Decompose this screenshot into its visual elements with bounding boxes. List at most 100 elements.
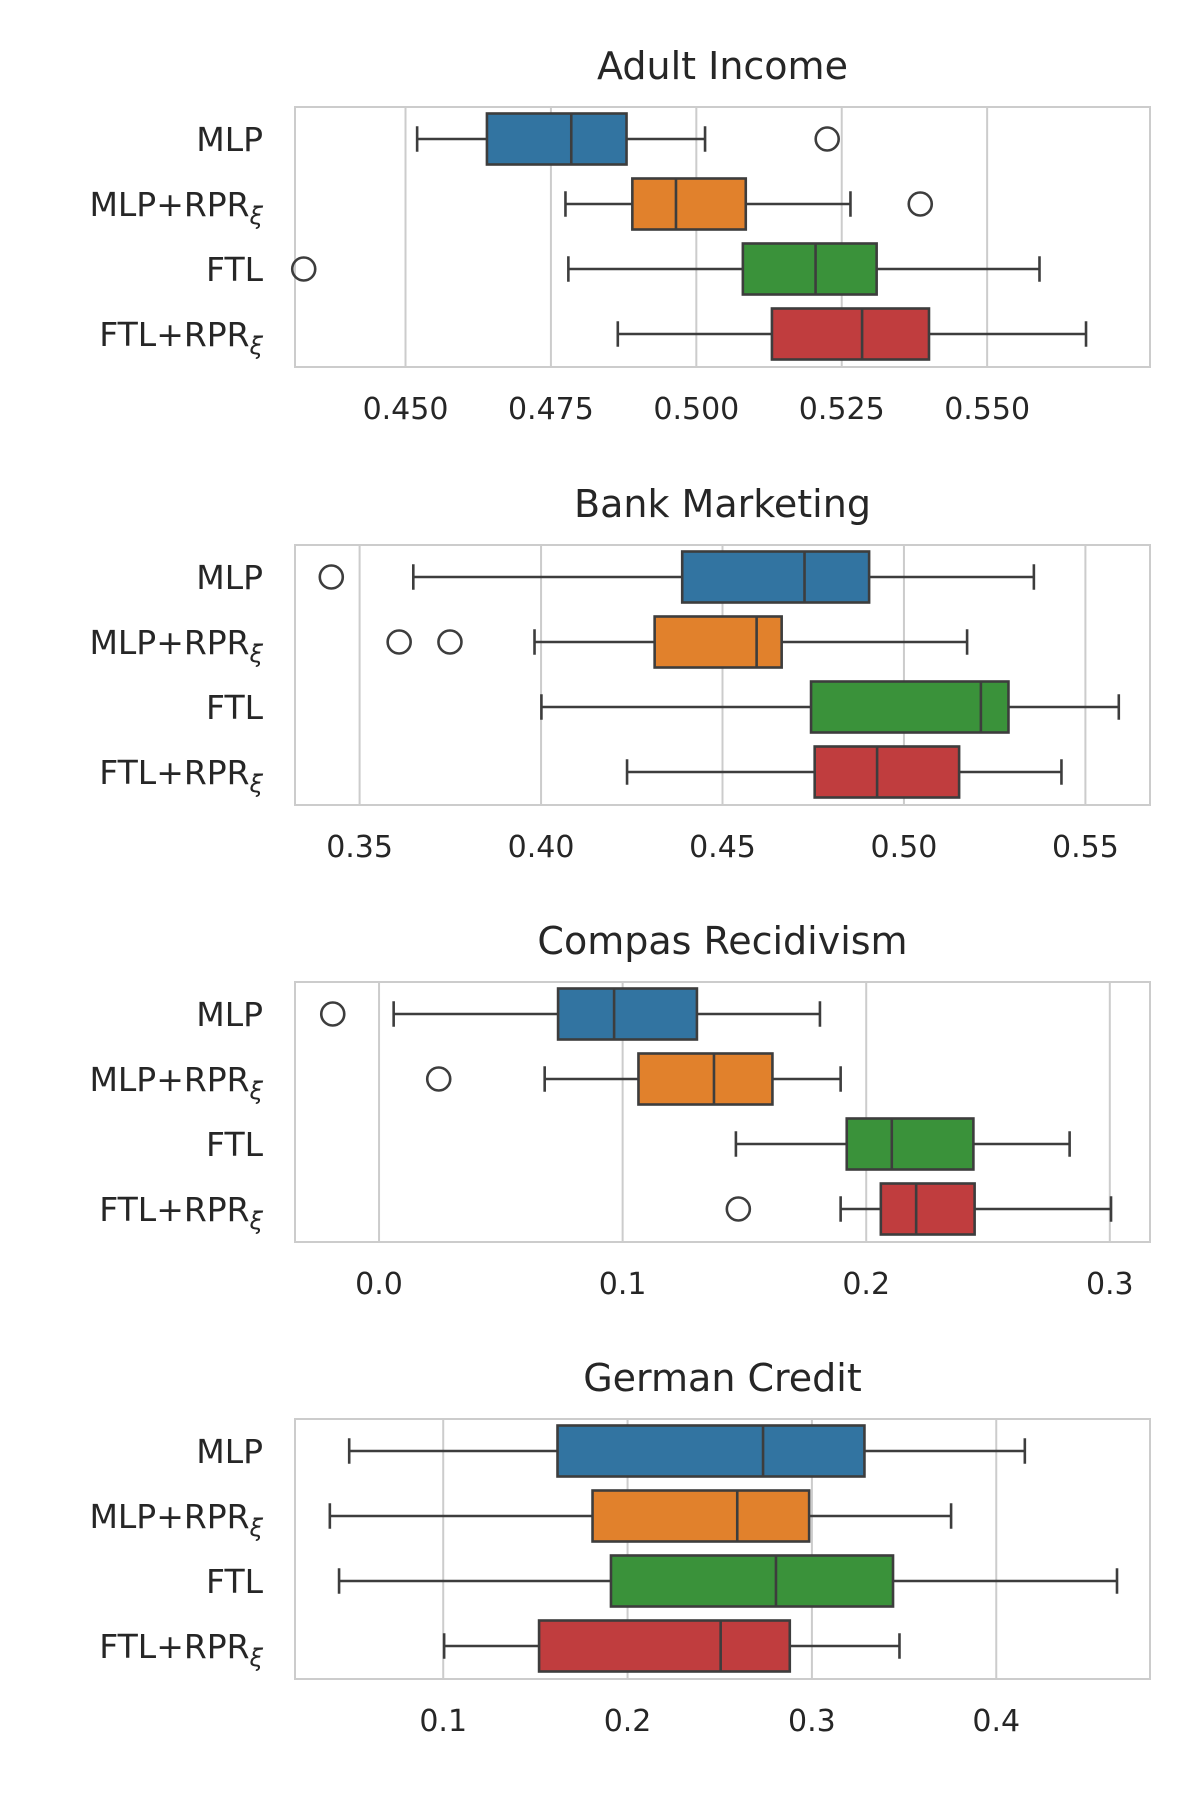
iqr-box (485, 112, 628, 166)
category-label: FTL+RPRξ (99, 753, 263, 798)
category-label-subscript: ξ (249, 770, 264, 798)
box-row: FTL (206, 1554, 1119, 1608)
category-label-text: FTL (206, 1562, 264, 1601)
iqr-box (653, 615, 783, 669)
plot-frame (294, 106, 1151, 368)
category-label-text: MLP+RPR (89, 623, 249, 662)
x-tick-label: 0.45 (689, 830, 756, 865)
iqr-box (879, 1182, 976, 1236)
iqr-box (741, 242, 878, 296)
category-label: FTL+RPRξ (99, 1627, 263, 1672)
box-row: MLP (196, 112, 840, 166)
category-label-text: MLP (196, 558, 263, 597)
category-label: MLP (196, 1432, 263, 1471)
panel-0: Adult Income 0.450 0.475 0.500 0.525 0.550 MLP… (89, 44, 1151, 427)
x-tick-label: 0.0 (355, 1267, 403, 1302)
iqr-box (609, 1554, 895, 1608)
box-row: MLP (196, 1424, 1027, 1478)
category-label: FTL (206, 250, 264, 289)
x-tick-label: 0.550 (944, 392, 1030, 427)
x-tick-label: 0.450 (363, 392, 449, 427)
x-tick-label: 0.525 (799, 392, 885, 427)
outlier-point (319, 1001, 346, 1027)
category-label-text: MLP (196, 1432, 263, 1471)
box-row: MLP+RPRξ (89, 1052, 842, 1106)
iqr-box (845, 1117, 975, 1171)
x-tick-label: 0.2 (842, 1267, 890, 1302)
category-label-text: FTL (206, 688, 264, 727)
category-label-text: FTL+RPR (99, 753, 249, 792)
category-label-text: FTL+RPR (99, 1190, 249, 1229)
iqr-box (631, 177, 748, 231)
category-label-text: MLP (196, 120, 263, 159)
iqr-box (809, 680, 1010, 734)
category-label: FTL (206, 1562, 264, 1601)
category-label: MLP (196, 558, 263, 597)
panel-title: German Credit (583, 1356, 862, 1400)
x-tick-label: 0.500 (653, 392, 739, 427)
category-label: MLP+RPRξ (89, 185, 263, 230)
category-label-text: MLP+RPR (89, 1497, 249, 1536)
outlier-point (386, 629, 412, 655)
iqr-box (770, 307, 931, 361)
panel-title: Compas Recidivism (537, 919, 907, 963)
box-row: MLP+RPRξ (89, 615, 969, 669)
box-row: FTL (206, 680, 1121, 734)
category-label-text: MLP (196, 995, 263, 1034)
category-label-text: FTL+RPR (99, 315, 249, 354)
panel-title: Bank Marketing (574, 482, 871, 526)
plot-frame (294, 981, 1151, 1243)
plot-frame (294, 1418, 1151, 1680)
category-label: FTL (206, 1125, 264, 1164)
category-label: MLP (196, 995, 263, 1034)
category-label: FTL+RPRξ (99, 1190, 263, 1235)
outlier-point (318, 564, 345, 590)
outlier-point (725, 1196, 752, 1222)
category-label-subscript: ξ (249, 1514, 264, 1542)
x-tick-label: 0.50 (871, 830, 938, 865)
category-label-subscript: ξ (249, 332, 264, 360)
box-row: MLP (196, 550, 1036, 604)
box-row: MLP+RPRξ (89, 177, 934, 231)
x-tick-label: 0.2 (604, 1704, 652, 1739)
box-row: MLP+RPRξ (89, 1489, 953, 1543)
category-label: MLP (196, 120, 263, 159)
x-tick-label: 0.35 (326, 830, 393, 865)
panel-title: Adult Income (597, 44, 848, 88)
x-tick-label: 0.4 (972, 1704, 1020, 1739)
iqr-box (680, 550, 871, 604)
box-row: FTL+RPRξ (99, 307, 1088, 361)
iqr-box (637, 1052, 774, 1106)
iqr-box (813, 745, 961, 799)
category-label-subscript: ξ (249, 202, 264, 230)
category-label-text: FTL (206, 1125, 264, 1164)
category-label-subscript: ξ (249, 640, 264, 668)
box-row: FTL+RPRξ (99, 745, 1063, 799)
category-label-text: MLP+RPR (89, 1060, 249, 1099)
category-label: MLP+RPRξ (89, 623, 263, 668)
box-row: FTL (206, 1117, 1071, 1171)
category-label: MLP+RPRξ (89, 1060, 263, 1105)
x-tick-label: 0.1 (599, 1267, 647, 1302)
x-tick-label: 0.3 (788, 1704, 836, 1739)
x-tick-label: 0.1 (419, 1704, 467, 1739)
iqr-box (591, 1489, 811, 1543)
x-tick-label: 0.40 (508, 830, 575, 865)
iqr-box (556, 1424, 866, 1478)
box-row: FTL+RPRξ (99, 1619, 901, 1673)
iqr-box (537, 1619, 792, 1673)
category-label-subscript: ξ (249, 1207, 264, 1235)
x-tick-label: 0.475 (508, 392, 594, 427)
outlier-point (437, 629, 463, 655)
iqr-box (556, 987, 699, 1041)
category-label-subscript: ξ (249, 1077, 264, 1105)
outlier-point (425, 1066, 452, 1092)
outlier-point (290, 256, 317, 282)
category-label-text: FTL+RPR (99, 1627, 249, 1666)
outlier-point (907, 191, 934, 217)
panel-3: German Credit 0.1 0.2 0.3 0.4 MLP MLP+RPRξ FTL F… (89, 1356, 1151, 1739)
box-row: FTL (206, 242, 1041, 296)
x-tick-label: 0.55 (1052, 830, 1119, 865)
plot-frame (294, 544, 1151, 806)
